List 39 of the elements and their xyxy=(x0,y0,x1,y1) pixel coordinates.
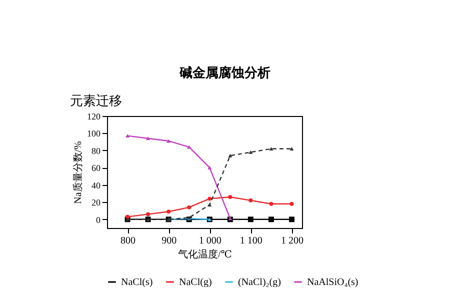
x-tick-label: 1 100 xyxy=(240,236,262,246)
y-tick-label: 0 xyxy=(96,214,101,225)
y-tick-label: 100 xyxy=(87,128,101,139)
y-tick-label: 20 xyxy=(92,198,101,208)
point xyxy=(208,166,212,170)
x-tick-label: 900 xyxy=(162,236,177,246)
point xyxy=(290,202,294,206)
y-axis-title: Na质量分数/% xyxy=(72,141,84,204)
chart-title: 碱金属腐蚀分析 xyxy=(178,64,272,82)
point xyxy=(269,202,274,206)
point xyxy=(248,150,253,154)
y-tick-label: 40 xyxy=(92,180,101,190)
point xyxy=(268,216,274,222)
x-tick-label: 1 000 xyxy=(198,236,222,246)
x-axis-title: 气化温度/℃ xyxy=(178,248,232,260)
x-tick-label: 1 200 xyxy=(280,236,304,246)
point xyxy=(289,216,294,222)
point xyxy=(290,147,294,150)
point xyxy=(208,196,212,201)
legend-label: NaCl(g) xyxy=(179,277,212,288)
point xyxy=(187,205,192,210)
point xyxy=(126,134,130,138)
point xyxy=(228,154,232,158)
point xyxy=(208,203,212,206)
legend-label: NaAlSiO₄(s) xyxy=(307,277,358,288)
point xyxy=(248,198,253,202)
point xyxy=(146,212,150,216)
chart-subtitle: 元素迁移 xyxy=(70,92,122,110)
y-tick-label: 120 xyxy=(87,112,101,122)
point xyxy=(126,214,130,219)
point xyxy=(228,194,232,199)
y-tick-label: 60 xyxy=(92,163,101,174)
x-tick-label: 800 xyxy=(120,236,136,246)
point xyxy=(248,216,254,222)
point xyxy=(269,147,274,150)
legend-label: (NaCl)₂(g) xyxy=(238,277,281,288)
legend-label: NaCl(s) xyxy=(121,277,153,288)
y-tick-label: 80 xyxy=(92,146,101,156)
point xyxy=(166,210,171,214)
